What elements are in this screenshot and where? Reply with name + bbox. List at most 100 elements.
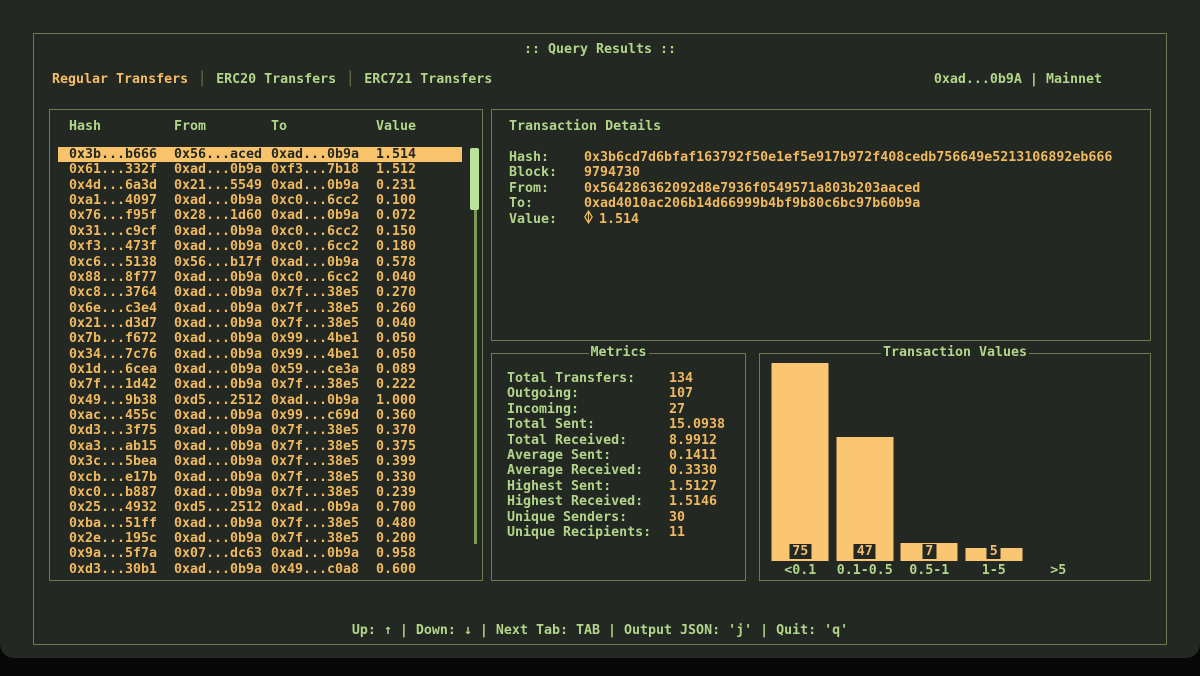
- table-cell: 0x7f...1d42: [69, 377, 158, 393]
- transfers-table-panel: Hash From To Value 0x3b...b666 0x56...ace…: [49, 109, 483, 581]
- metric-label: Outgoing:: [507, 386, 580, 402]
- table-row[interactable]: 0xcb...e17b 0xad...0b9a 0x7f...38e5 0.330: [58, 470, 462, 485]
- table-cell: 0.089: [376, 362, 417, 378]
- metric-value: 27: [669, 401, 686, 417]
- table-row[interactable]: 0xa3...ab15 0xad...0b9a 0x7f...38e5 0.375: [58, 439, 462, 454]
- tab-regular-transfers[interactable]: Regular Transfers: [52, 72, 189, 87]
- tab-erc721-transfers[interactable]: ERC721 Transfers: [364, 72, 493, 87]
- table-cell: 0xc6...5138: [69, 254, 158, 270]
- table-row[interactable]: 0x2e...195c 0xad...0b9a 0x7f...38e5 0.200: [58, 531, 462, 546]
- column-header-value: Value: [376, 119, 417, 134]
- detail-value: 9794730: [584, 165, 641, 181]
- table-cell: 0.360: [376, 408, 417, 424]
- metric-value: 30: [669, 509, 686, 525]
- table-row[interactable]: 0x4d...6a3d 0x21...5549 0xad...0b9a 0.231: [58, 178, 462, 193]
- detail-label: Hash:: [509, 150, 550, 165]
- table-cell: 0x9a...5f7a: [69, 546, 158, 562]
- wallet-address: 0xad...0b9A: [933, 72, 1022, 87]
- metric-value: 11: [669, 525, 686, 541]
- table-row[interactable]: 0x76...f95f 0x28...1d60 0xad...0b9a 0.072: [58, 208, 462, 223]
- table-row[interactable]: 0xba...51ff 0xad...0b9a 0x7f...38e5 0.480: [58, 516, 462, 531]
- table-cell: 0x49...c0a8: [271, 561, 360, 577]
- table-cell: 0x99...4be1: [271, 346, 360, 362]
- table-cell: 0xad...0b9a: [174, 561, 263, 577]
- table-cell: 0x25...4932: [69, 500, 158, 516]
- table-row[interactable]: 0xd3...3f75 0xad...0b9a 0x7f...38e5 0.370: [58, 423, 462, 438]
- table-row[interactable]: 0xc0...b887 0xad...0b9a 0x7f...38e5 0.239: [58, 485, 462, 500]
- table-cell: 0xa3...ab15: [69, 438, 158, 454]
- column-header-from: From: [174, 119, 207, 134]
- wallet-network-indicator: 0xad...0b9A | Mainnet: [934, 72, 1102, 87]
- table-row[interactable]: 0x1d...6cea 0xad...0b9a 0x59...ce3a 0.089: [58, 362, 462, 377]
- metric-row: Incoming: 27: [507, 402, 739, 417]
- table-cell: 0xc0...b887: [69, 484, 158, 500]
- table-cell: 0xad...0b9a: [271, 546, 360, 562]
- metric-value: 0.1411: [669, 448, 718, 464]
- table-cell: 0.375: [376, 438, 417, 454]
- table-cell: 0xd5...2512: [174, 500, 263, 516]
- table-row[interactable]: 0x9a...5f7a 0x07...dc63 0xad...0b9a 0.958: [58, 546, 462, 561]
- table-cell: 0x7f...38e5: [271, 438, 360, 454]
- table-row[interactable]: 0x7f...1d42 0xad...0b9a 0x7f...38e5 0.222: [58, 377, 462, 392]
- details-title: Transaction Details: [509, 119, 662, 134]
- detail-label: Value:: [509, 211, 558, 227]
- table-cell: 0x7f...38e5: [271, 530, 360, 546]
- table-cell: 0x21...d3d7: [69, 315, 158, 331]
- table-cell: 0x49...9b38: [69, 392, 158, 408]
- table-row[interactable]: 0x31...c9cf 0xad...0b9a 0xc0...6cc2 0.150: [58, 224, 462, 239]
- table-cell: 0x07...dc63: [174, 546, 263, 562]
- metric-row: Highest Received: 1.5146: [507, 494, 739, 509]
- table-row[interactable]: 0x3b...b666 0x56...aced 0xad...0b9a 1.514: [58, 147, 462, 163]
- terminal-window: :: Query Results :: Regular Transfers │ ER…: [0, 0, 1200, 658]
- chart-bar-value: 75: [789, 544, 812, 559]
- tab-bar: Regular Transfers │ ERC20 Transfers │ ERC721…: [52, 72, 492, 87]
- detail-field: To: 0xad4010ac206b14d66999b4bf9b80c6bc97b…: [509, 196, 1142, 211]
- tab-separator: │: [346, 72, 355, 87]
- table-cell: 0xad...0b9a: [174, 438, 263, 454]
- table-cell: 0x3b...b666: [69, 147, 158, 162]
- tab-erc20-transfers[interactable]: ERC20 Transfers: [216, 72, 337, 87]
- table-cell: 0x28...1d60: [174, 208, 263, 224]
- table-row[interactable]: 0xf3...473f 0xad...0b9a 0xc0...6cc2 0.180: [58, 239, 462, 254]
- table-row[interactable]: 0x21...d3d7 0xad...0b9a 0x7f...38e5 0.040: [58, 316, 462, 331]
- table-row[interactable]: 0x7b...f672 0xad...0b9a 0x99...4be1 0.050: [58, 331, 462, 346]
- details-fields: Hash: 0x3b6cd7d6bfaf163792f50e1ef5e917b97…: [509, 150, 1142, 227]
- chart-bar-value: 5: [986, 544, 1001, 559]
- statusbar-help-text: Up: ↑ | Down: ↓ | Next Tab: TAB | Output…: [351, 623, 849, 638]
- wallet-network-separator: [1022, 72, 1030, 87]
- table-cell: 0x6e...c3e4: [69, 300, 158, 316]
- table-row[interactable]: 0x25...4932 0xd5...2512 0xad...0b9a 0.700: [58, 500, 462, 515]
- table-row[interactable]: 0x6e...c3e4 0xad...0b9a 0x7f...38e5 0.260: [58, 301, 462, 316]
- transaction-details-panel: Transaction Details Hash: 0x3b6cd7d6bfaf1…: [491, 109, 1151, 341]
- table-cell: 0xcb...e17b: [69, 469, 158, 485]
- metric-row: Total Sent: 15.0938: [507, 417, 739, 432]
- table-row[interactable]: 0x88...8f77 0xad...0b9a 0xc0...6cc2 0.040: [58, 270, 462, 285]
- chart-bar: 5: [965, 544, 1023, 561]
- scrollbar-track[interactable]: [474, 148, 477, 544]
- scrollbar-thumb[interactable]: [470, 148, 479, 210]
- table-row[interactable]: 0xc6...5138 0x56...b17f 0xad...0b9a 0.578: [58, 255, 462, 270]
- chart-slot: >5: [1026, 354, 1091, 580]
- table-cell: 0xad...0b9a: [174, 469, 263, 485]
- table-cell: 0x99...4be1: [271, 331, 360, 347]
- table-row[interactable]: 0xc8...3764 0xad...0b9a 0x7f...38e5 0.270: [58, 285, 462, 300]
- chart-bar: 47: [836, 436, 894, 561]
- table-row[interactable]: 0xac...455c 0xad...0b9a 0x99...c69d 0.360: [58, 408, 462, 423]
- metric-label: Incoming:: [507, 401, 580, 417]
- table-cell: 0.200: [376, 530, 417, 546]
- table-row[interactable]: 0x49...9b38 0xd5...2512 0xad...0b9a 1.000: [58, 393, 462, 408]
- table-row[interactable]: 0x61...332f 0xad...0b9a 0xf3...7b18 1.512: [58, 162, 462, 177]
- table-cell: 0xad...0b9a: [174, 269, 263, 285]
- table-row[interactable]: 0x3c...5bea 0xad...0b9a 0x7f...38e5 0.399: [58, 454, 462, 469]
- detail-label: To:: [509, 196, 534, 212]
- table-cell: 0x1d...6cea: [69, 362, 158, 378]
- table-cell: 0xad...0b9a: [174, 162, 263, 178]
- table-cell: 0x61...332f: [69, 162, 158, 178]
- table-cell: 0x7f...38e5: [271, 484, 360, 500]
- chart-title: Transaction Values: [880, 345, 1030, 361]
- table-row[interactable]: 0xa1...4097 0xad...0b9a 0xc0...6cc2 0.100: [58, 193, 462, 208]
- table-cell: 0.370: [376, 423, 417, 439]
- table-cell: 0.700: [376, 500, 417, 516]
- table-row[interactable]: 0xd3...30b1 0xad...0b9a 0x49...c0a8 0.600: [58, 562, 462, 577]
- table-row[interactable]: 0x34...7c76 0xad...0b9a 0x99...4be1 0.050: [58, 347, 462, 362]
